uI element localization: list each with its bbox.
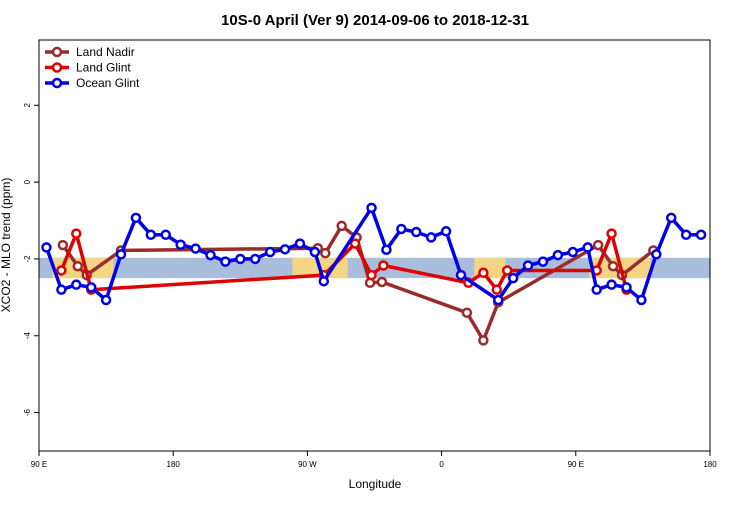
y-tick-label-4: -6 — [23, 408, 32, 416]
series-2-point-4 — [100, 294, 112, 306]
series-2 — [41, 202, 707, 306]
series-2-point-41 — [695, 229, 707, 240]
series-2-point-24 — [425, 232, 437, 243]
series-0-point-13 — [592, 239, 604, 251]
series-2-point-26 — [455, 269, 467, 281]
series-2-point-18 — [309, 246, 321, 258]
series-1-point-5 — [366, 269, 377, 281]
series-1-point-12 — [606, 228, 617, 239]
series-2-point-17 — [294, 238, 306, 249]
legend-marker-1 — [51, 62, 63, 73]
series-1-point-0 — [56, 265, 67, 276]
series-1-point-9 — [491, 284, 503, 295]
plot-frame — [38, 39, 711, 452]
series-0-point-6 — [336, 220, 347, 232]
series-0-point-10 — [461, 307, 473, 318]
series-2-point-5 — [115, 249, 127, 260]
series-2-point-34 — [591, 284, 602, 295]
series-2-point-27 — [493, 294, 504, 306]
series-2-point-1 — [56, 284, 67, 295]
series-2-point-38 — [651, 249, 662, 260]
y-tick-label-3: -4 — [23, 332, 32, 340]
series-2-point-19 — [318, 275, 330, 287]
series-2-point-15 — [264, 246, 276, 258]
series-2-point-30 — [537, 256, 549, 267]
series-2-point-25 — [440, 226, 452, 237]
series-0-point-9 — [376, 276, 388, 288]
legend-label-0: Land Nadir — [76, 45, 135, 59]
series-2-point-23 — [411, 226, 422, 238]
series-2-point-36 — [621, 282, 632, 293]
x-tick-label-1: 180 — [167, 460, 181, 469]
series-line-1 — [59, 231, 629, 292]
series-2-point-21 — [381, 244, 392, 255]
series-2-point-39 — [665, 212, 677, 224]
x-tick-label-4: 90 E — [568, 460, 584, 469]
series-2-point-20 — [366, 202, 377, 214]
series-0-point-5 — [320, 247, 331, 259]
y-tick-label-1: 0 — [23, 179, 32, 184]
series-2-point-33 — [582, 242, 593, 253]
plot-area: 90 E 180 90 W 0 90 E 180 2 0 -2 -4 -6 Land Nadir Lan… — [23, 39, 717, 469]
legend-marker-2 — [51, 77, 63, 89]
legend-label-2: Ocean Glint — [76, 76, 140, 90]
chart-title: 10S-0 April (Ver 9) 2014-09-06 to 2018-1… — [221, 12, 529, 29]
series-2-point-8 — [160, 229, 171, 240]
series-2-point-7 — [145, 229, 157, 240]
x-tick-label-2: 90 W — [298, 460, 317, 469]
series-2-point-0 — [41, 242, 52, 253]
series-0-point-0 — [57, 239, 69, 251]
series-2-point-16 — [279, 244, 291, 255]
land-band-0 — [52, 257, 114, 279]
series-2-point-11 — [205, 249, 216, 261]
y-tick-label-2: -2 — [23, 255, 32, 263]
x-tick-label-3: 0 — [439, 460, 444, 469]
x-axis-label: Longitude — [349, 477, 402, 491]
series-2-point-9 — [175, 239, 186, 250]
series-1-point-1 — [71, 228, 82, 239]
x-tick-label-5: 180 — [703, 460, 717, 469]
series-2-point-12 — [220, 256, 231, 267]
series-0-point-1 — [72, 260, 84, 272]
legend-label-1: Land Glint — [76, 61, 131, 75]
series-1-point-8 — [478, 267, 489, 279]
series-2-point-31 — [552, 249, 564, 261]
series-1-point-6 — [378, 260, 389, 271]
y-tick-label-0: 2 — [23, 103, 32, 108]
series-2-point-28 — [507, 272, 519, 284]
series-2-point-32 — [567, 246, 579, 258]
series-2-point-14 — [249, 253, 261, 265]
series-2-point-22 — [396, 223, 407, 235]
series-2-point-29 — [522, 260, 534, 271]
y-axis-label: XCO2 - MLO trend (ppm) — [0, 178, 13, 313]
series-2-point-35 — [606, 279, 617, 290]
series-1-point-4 — [349, 238, 361, 249]
series-2-point-37 — [636, 294, 647, 306]
series-2-point-6 — [130, 212, 142, 224]
legend-marker-0 — [51, 46, 63, 58]
series-0-point-14 — [607, 260, 619, 272]
series-2-point-10 — [190, 243, 201, 254]
x-tick-label-0: 90 E — [31, 460, 47, 469]
series-2-point-40 — [680, 229, 692, 240]
series-2-point-3 — [85, 282, 97, 293]
series-0-point-11 — [478, 335, 489, 346]
series-2-point-13 — [235, 253, 246, 265]
series-1-point-10 — [501, 265, 513, 276]
series-2-point-2 — [71, 279, 82, 290]
